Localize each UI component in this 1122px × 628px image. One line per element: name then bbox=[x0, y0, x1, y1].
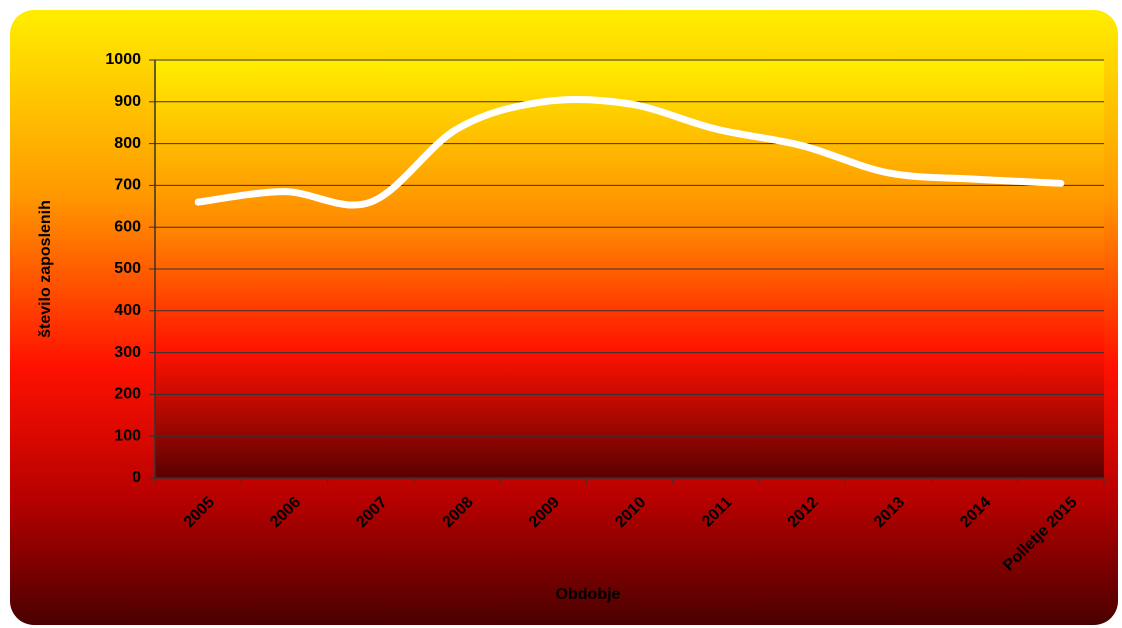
y-tick-label: 900 bbox=[114, 93, 141, 110]
y-axis-title: število zaposlenih bbox=[37, 200, 54, 338]
data-line bbox=[194, 95, 1065, 209]
x-axis-title: Obdobje bbox=[556, 586, 621, 603]
y-tick-label: 0 bbox=[132, 469, 141, 486]
y-tick-label: 800 bbox=[114, 135, 141, 152]
y-tick-label: 300 bbox=[114, 344, 141, 361]
y-tick-label: 500 bbox=[114, 260, 141, 277]
y-tick-label: 1000 bbox=[105, 51, 141, 68]
y-tick-label: 400 bbox=[114, 302, 141, 319]
y-tick-label: 100 bbox=[114, 427, 141, 444]
y-tick-label: 600 bbox=[114, 218, 141, 235]
y-tick-label: 700 bbox=[114, 177, 141, 194]
y-tick-label: 200 bbox=[114, 386, 141, 403]
